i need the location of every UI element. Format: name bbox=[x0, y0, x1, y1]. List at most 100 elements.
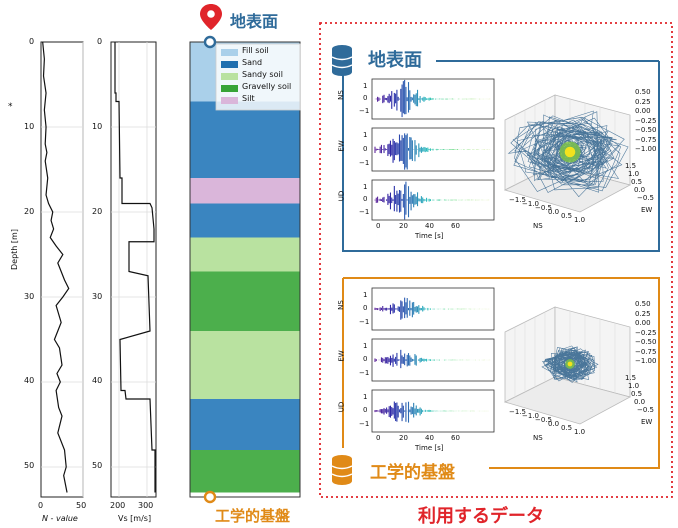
depth-tick-20: 20 bbox=[24, 207, 35, 216]
orbit-ew-tick: 0.0 bbox=[634, 398, 646, 406]
stray-mark: * bbox=[8, 102, 13, 112]
orbit-z-tick: −1.00 bbox=[635, 357, 657, 365]
vs-curve bbox=[114, 42, 156, 493]
n-tick-0: 0 bbox=[38, 501, 44, 510]
time-tick: 60 bbox=[451, 222, 460, 230]
n-plot-frame bbox=[40, 41, 84, 498]
orbit-ns-tick: 1.0 bbox=[574, 216, 586, 224]
orbit-z-tick: −0.50 bbox=[635, 126, 657, 134]
soil-layer bbox=[190, 271, 300, 331]
vs-depth-tick-40: 40 bbox=[92, 376, 103, 385]
component-label: EW bbox=[337, 139, 346, 152]
soil-legend bbox=[221, 49, 238, 104]
orbit-z-tick: −0.50 bbox=[635, 338, 657, 346]
orbit-ns-tick: −1.5 bbox=[509, 196, 526, 204]
base-layer-label: 工学的基盤 bbox=[215, 507, 291, 525]
y-tick: 1 bbox=[363, 393, 368, 401]
component-label: NS bbox=[336, 300, 345, 310]
orbit-ew-tick: −0.5 bbox=[637, 406, 654, 414]
orbit-ns-axis-label: NS bbox=[533, 434, 543, 442]
y-tick: 1 bbox=[363, 291, 368, 299]
base-panel-title: 工学的基盤 bbox=[370, 463, 455, 483]
orbit-ew-tick: 1.5 bbox=[625, 162, 637, 170]
orbit-z-tick: −0.75 bbox=[635, 135, 657, 144]
orbit-z-tick: 0.50 bbox=[635, 300, 651, 308]
depth-axis-label: Depth [m] bbox=[10, 229, 19, 270]
y-tick: 1 bbox=[363, 342, 368, 350]
y-tick: −1 bbox=[359, 159, 370, 167]
vs-plot bbox=[110, 41, 157, 498]
vs-depth-tick-10: 10 bbox=[92, 122, 103, 131]
orbit-z-tick: −1.00 bbox=[635, 145, 657, 153]
orbit-core-highlight bbox=[564, 146, 576, 158]
y-tick: 0 bbox=[363, 94, 368, 102]
orbit-ew-tick: 0.0 bbox=[634, 186, 646, 194]
y-tick: 1 bbox=[363, 183, 368, 191]
soil-column-frame bbox=[189, 41, 301, 498]
legend-swatch bbox=[221, 61, 238, 68]
vs-tick-300: 300 bbox=[138, 501, 154, 510]
time-tick: 0 bbox=[376, 434, 381, 442]
surface-panel-title: 地表面 bbox=[368, 50, 422, 71]
time-tick: 0 bbox=[376, 222, 381, 230]
data-group-title: 利用するデータ bbox=[418, 506, 544, 527]
legend-swatch bbox=[221, 73, 238, 80]
depth-tick-10: 10 bbox=[24, 122, 35, 131]
orbit-ew-axis-label: EW bbox=[641, 418, 653, 426]
y-tick: −1 bbox=[359, 208, 370, 216]
orbit-ns-tick: 0.0 bbox=[548, 420, 560, 428]
vs-plot-frame bbox=[110, 41, 157, 498]
orbit-z-tick: −0.75 bbox=[635, 347, 657, 356]
orbit-ew-axis-label: EW bbox=[641, 206, 653, 214]
base-orbit-3d bbox=[503, 306, 632, 425]
database-icon-orange bbox=[331, 455, 353, 485]
y-tick: −1 bbox=[359, 420, 370, 428]
n-value-plot bbox=[40, 41, 84, 498]
orbit-z-tick: 0.50 bbox=[635, 88, 651, 96]
time-axis-label: Time [s] bbox=[415, 444, 444, 452]
time-axis-label: Time [s] bbox=[415, 232, 444, 240]
soil-layer bbox=[190, 101, 300, 178]
time-tick: 20 bbox=[399, 222, 408, 230]
soil-layer bbox=[190, 450, 300, 493]
orbit-z-tick: 0.00 bbox=[635, 319, 651, 327]
depth-tick-40: 40 bbox=[24, 376, 35, 385]
legend-entry: Fill soil bbox=[242, 46, 269, 55]
legend-entry: Sandy soil bbox=[242, 70, 283, 79]
soil-layer bbox=[190, 237, 300, 272]
depth-tick-0: 0 bbox=[29, 37, 35, 46]
orbit-ew-tick: 0.5 bbox=[631, 178, 643, 186]
y-tick: 0 bbox=[363, 406, 368, 414]
ground-surface-marker bbox=[203, 35, 217, 49]
component-label: EW bbox=[337, 350, 346, 362]
y-tick: 1 bbox=[363, 82, 368, 90]
orbit-ns-tick: −0.5 bbox=[535, 416, 552, 424]
legend-swatch bbox=[221, 97, 238, 104]
surface-time-series bbox=[371, 78, 495, 221]
component-label: NS bbox=[336, 90, 345, 100]
vs-depth-tick-50: 50 bbox=[92, 461, 103, 470]
n-tick-50: 50 bbox=[76, 501, 87, 510]
orbit-ns-tick: −1.0 bbox=[522, 412, 539, 420]
vs-tick-200: 200 bbox=[110, 501, 126, 510]
time-tick: 20 bbox=[399, 434, 408, 442]
y-tick: −1 bbox=[359, 369, 370, 377]
soil-layer bbox=[190, 203, 300, 238]
orbit-ns-tick: −1.5 bbox=[509, 408, 526, 416]
orbit-z-tick: 0.00 bbox=[635, 107, 651, 115]
orbit-z-tick: 0.25 bbox=[635, 97, 651, 106]
soil-layer bbox=[190, 399, 300, 450]
soil-layer bbox=[190, 331, 300, 399]
y-tick: −1 bbox=[359, 107, 370, 115]
soil-column bbox=[190, 42, 300, 493]
soil-layer bbox=[190, 178, 300, 204]
orbit-z-tick: −0.25 bbox=[635, 328, 657, 337]
legend-entry: Sand bbox=[242, 58, 263, 67]
base-time-series bbox=[371, 287, 495, 433]
orbit-ew-tick: 1.0 bbox=[628, 170, 640, 178]
base-panel-border bbox=[343, 277, 660, 469]
orbit-ns-tick: −0.5 bbox=[535, 204, 552, 212]
depth-tick-50: 50 bbox=[24, 461, 35, 470]
orbit-ns-tick: 0.0 bbox=[548, 208, 560, 216]
